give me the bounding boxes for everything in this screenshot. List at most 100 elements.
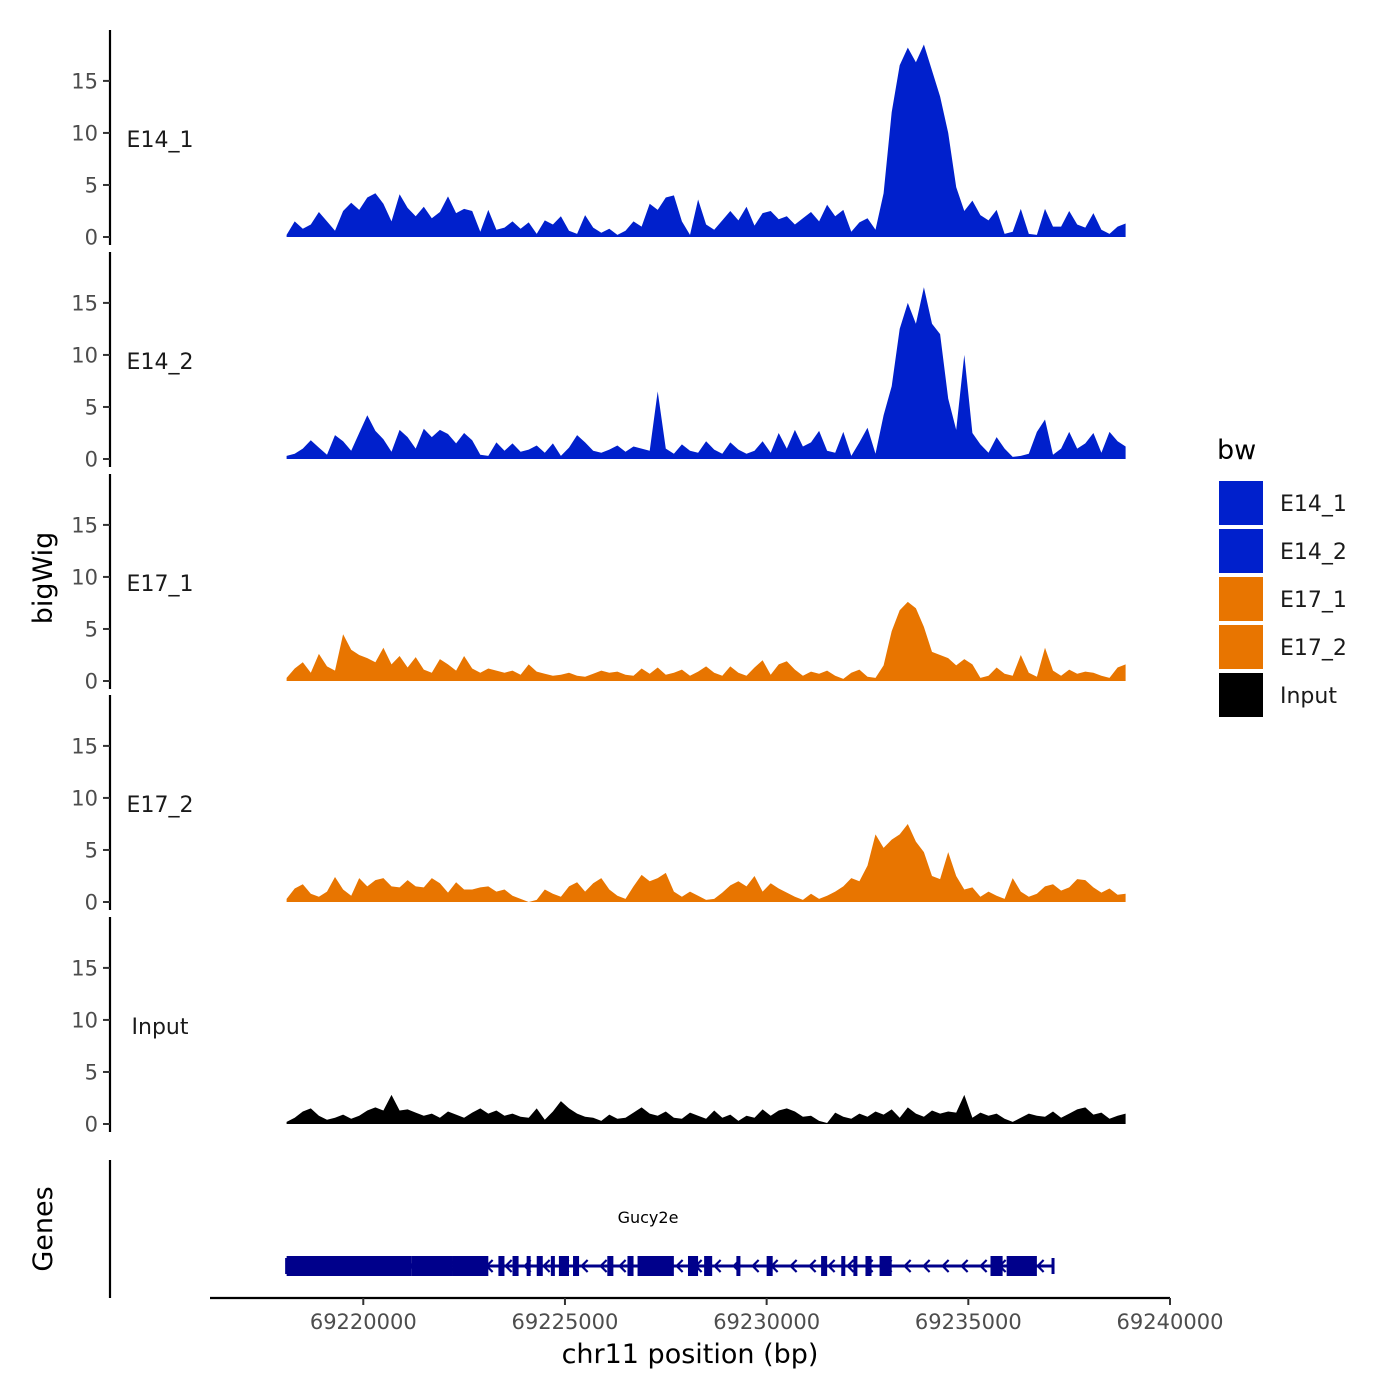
strand-arrow bbox=[618, 1259, 627, 1273]
legend-item: Input bbox=[1217, 671, 1337, 719]
legend-label: E14_1 bbox=[1280, 492, 1347, 517]
strand-arrow bbox=[580, 1259, 589, 1273]
x-tick-label: 69230000 bbox=[713, 1310, 820, 1334]
gene-name: Gucy2e bbox=[618, 1208, 679, 1227]
strand-arrow bbox=[1036, 1259, 1045, 1273]
exon bbox=[550, 1256, 555, 1276]
exon bbox=[1006, 1256, 1037, 1276]
x-tick-label: 69235000 bbox=[915, 1310, 1022, 1334]
exon bbox=[990, 1256, 1003, 1276]
exon bbox=[821, 1256, 828, 1276]
legend-label: E14_2 bbox=[1280, 540, 1347, 565]
exon bbox=[879, 1256, 892, 1276]
track-e14-2: 0 5 10 15 E14_2 bbox=[71, 252, 1126, 472]
legend-swatch bbox=[1217, 575, 1265, 623]
exon bbox=[558, 1256, 569, 1276]
y-tick-label: 5 bbox=[85, 173, 98, 197]
exon bbox=[841, 1256, 846, 1276]
y-tick-label: 0 bbox=[85, 1113, 98, 1137]
track-e17-1: 0 5 10 15 E17_1 bbox=[71, 474, 1126, 694]
x-axis: 69220000 69225000 69230000 69235000 69240000 bbox=[210, 1296, 1224, 1334]
exon bbox=[865, 1256, 872, 1276]
strand-arrow bbox=[675, 1259, 684, 1273]
gene-panel: Gucy2e bbox=[108, 1160, 1055, 1298]
y-tick-label: 5 bbox=[85, 1060, 98, 1084]
strand-arrow bbox=[827, 1259, 836, 1273]
y-tick-label: 10 bbox=[71, 565, 98, 589]
legend-swatch bbox=[1217, 527, 1265, 575]
track-panels: 0 5 10 15 E14_1 0 5 10 15 E14_2 0 5 10 15 E17_1 0 5 10 15 E… bbox=[71, 30, 1126, 1137]
y-tick-label: 15 bbox=[71, 291, 98, 315]
y-tick-label: 10 bbox=[71, 343, 98, 367]
exon bbox=[286, 1256, 412, 1276]
exon bbox=[853, 1256, 858, 1276]
legend-item: E17_1 bbox=[1217, 575, 1347, 623]
exon bbox=[627, 1256, 634, 1276]
y-tick-label: 0 bbox=[85, 670, 98, 694]
gene-model: Gucy2e bbox=[285, 1208, 1055, 1276]
strand-arrow bbox=[922, 1259, 931, 1273]
strand-arrow bbox=[542, 1259, 551, 1273]
legend: bw E14_1 E14_2 E17_1 E17_2 Input bbox=[1217, 435, 1347, 719]
exon bbox=[637, 1256, 674, 1276]
legend-item: E14_1 bbox=[1217, 479, 1347, 527]
track-label: E14_2 bbox=[127, 350, 194, 375]
track-label: E17_1 bbox=[127, 572, 194, 597]
y-tick-label: 5 bbox=[85, 617, 98, 641]
x-axis-title: chr11 position (bp) bbox=[562, 1339, 819, 1370]
exon bbox=[573, 1256, 580, 1276]
exon bbox=[452, 1256, 489, 1276]
legend-label: E17_1 bbox=[1280, 588, 1347, 613]
strand-arrow bbox=[960, 1259, 969, 1273]
y-axis-title: bigWig bbox=[28, 532, 59, 625]
exon bbox=[704, 1256, 713, 1276]
signal-area bbox=[286, 601, 1126, 681]
y-tick-label: 10 bbox=[71, 786, 98, 810]
legend-swatch bbox=[1217, 623, 1265, 671]
track-label: E14_1 bbox=[127, 128, 194, 153]
y-tick-label: 0 bbox=[85, 891, 98, 915]
strand-arrow bbox=[599, 1259, 608, 1273]
legend-label: E17_2 bbox=[1280, 636, 1347, 661]
y-tick-label: 5 bbox=[85, 838, 98, 862]
legend-label: Input bbox=[1280, 684, 1337, 709]
y-tick-label: 15 bbox=[71, 513, 98, 537]
exon bbox=[536, 1256, 543, 1276]
y-tick-label: 15 bbox=[71, 956, 98, 980]
strand-arrow bbox=[903, 1259, 912, 1273]
x-tick-label: 69225000 bbox=[512, 1310, 619, 1334]
exon bbox=[607, 1256, 614, 1276]
y-tick-label: 15 bbox=[71, 69, 98, 93]
x-tick-label: 69240000 bbox=[1117, 1310, 1224, 1334]
strand-arrow bbox=[979, 1259, 988, 1273]
legend-item: E14_2 bbox=[1217, 527, 1347, 575]
y-tick-label: 15 bbox=[71, 734, 98, 758]
strand-arrow bbox=[751, 1259, 760, 1273]
strand-arrow bbox=[504, 1259, 513, 1273]
strand-arrow bbox=[789, 1259, 798, 1273]
signal-area bbox=[286, 44, 1126, 237]
strand-arrow bbox=[941, 1259, 950, 1273]
strand-arrow bbox=[846, 1259, 855, 1273]
y-tick-label: 0 bbox=[85, 226, 98, 250]
strand-arrow bbox=[713, 1259, 722, 1273]
exon bbox=[411, 1256, 453, 1276]
x-tick-label: 69220000 bbox=[310, 1310, 417, 1334]
signal-area bbox=[286, 824, 1126, 902]
exon bbox=[498, 1256, 505, 1276]
track-input: 0 5 10 15 Input bbox=[71, 917, 1126, 1137]
genes-axis-title: Genes bbox=[28, 1186, 59, 1271]
exon bbox=[766, 1256, 773, 1276]
strand-arrow bbox=[808, 1259, 817, 1273]
y-tick-label: 10 bbox=[71, 121, 98, 145]
y-tick-label: 0 bbox=[85, 448, 98, 472]
legend-item: E17_2 bbox=[1217, 623, 1347, 671]
signal-area bbox=[286, 1094, 1126, 1124]
y-tick-label: 10 bbox=[71, 1008, 98, 1032]
signal-area bbox=[286, 287, 1126, 459]
track-label: Input bbox=[132, 1015, 189, 1040]
exon bbox=[736, 1256, 741, 1276]
exon bbox=[526, 1256, 531, 1276]
legend-swatch bbox=[1217, 479, 1265, 527]
